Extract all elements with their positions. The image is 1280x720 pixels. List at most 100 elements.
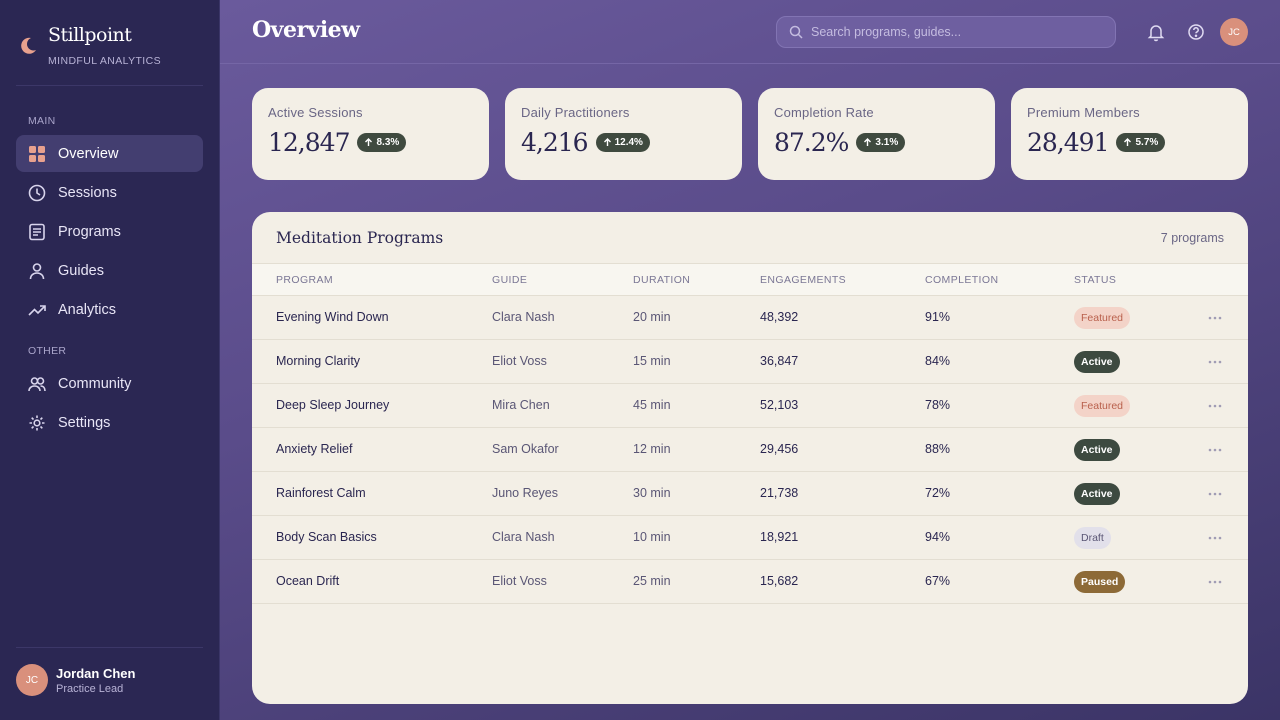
- table-row[interactable]: Anxiety Relief Sam Okafor 12 min 29,456 88% A…: [252, 428, 1248, 472]
- table-header: PROGRAM GUIDE DURATION ENGAGEMENTS COMPL…: [252, 263, 1248, 296]
- more-options-button[interactable]: [1204, 396, 1226, 416]
- sidebar-item-community[interactable]: Community: [16, 365, 203, 402]
- page-title: Overview: [252, 17, 360, 43]
- sidebar-item-programs[interactable]: Programs: [16, 213, 203, 250]
- cell-guide: Eliot Voss: [492, 354, 547, 368]
- sidebar-divider: [16, 647, 203, 648]
- delta-badge: 3.1%: [856, 133, 906, 152]
- delta-value: 3.1%: [875, 137, 899, 148]
- sidebar-item-label: Guides: [58, 262, 104, 279]
- sidebar-item-label: Settings: [58, 414, 111, 431]
- status-badge: Featured: [1074, 307, 1131, 329]
- cell-program: Ocean Drift: [276, 574, 340, 588]
- sidebar-item-overview[interactable]: Overview: [16, 135, 203, 172]
- column-header-completion[interactable]: COMPLETION: [925, 274, 999, 286]
- sidebar-item-analytics[interactable]: Analytics: [16, 291, 203, 328]
- cell-engagements: 52,103: [760, 398, 799, 412]
- delta-value: 5.7%: [1135, 137, 1159, 148]
- cell-program: Anxiety Relief: [276, 442, 353, 456]
- moon-icon: [21, 37, 36, 54]
- sidebar-item-label: Sessions: [58, 184, 117, 201]
- user-role: Practice Lead: [56, 682, 124, 695]
- cell-duration: 12 min: [633, 442, 671, 456]
- table-row[interactable]: Evening Wind Down Clara Nash 20 min 48,392 9…: [252, 296, 1248, 340]
- more-horizontal-icon: [1208, 404, 1222, 408]
- sidebar-item-sessions[interactable]: Sessions: [16, 174, 203, 211]
- delta-badge: 5.7%: [1116, 133, 1166, 152]
- more-options-button[interactable]: [1204, 440, 1226, 460]
- user-profile[interactable]: JC Jordan Chen Practice Lead: [16, 664, 135, 696]
- cell-duration: 10 min: [633, 530, 671, 544]
- brand[interactable]: Stillpoint MINDFUL ANALYTICS: [18, 24, 161, 67]
- sidebar-item-label: Community: [58, 375, 132, 392]
- column-header-guide[interactable]: GUIDE: [492, 274, 528, 286]
- status-badge: Featured: [1074, 395, 1131, 417]
- sidebar-item-settings[interactable]: Settings: [16, 404, 203, 441]
- status-badge: Paused: [1074, 571, 1126, 593]
- cell-program: Morning Clarity: [276, 354, 361, 368]
- column-header-status[interactable]: STATUS: [1074, 274, 1117, 286]
- cell-completion: 72%: [925, 486, 951, 500]
- table-row[interactable]: Rainforest Calm Juno Reyes 30 min 21,738 72%…: [252, 472, 1248, 516]
- search-input[interactable]: [811, 25, 1101, 39]
- help-icon[interactable]: [1186, 22, 1206, 42]
- more-options-button[interactable]: [1204, 572, 1226, 592]
- cell-duration: 25 min: [633, 574, 671, 588]
- stat-label: Completion Rate: [774, 105, 874, 120]
- stat-label: Daily Practitioners: [521, 105, 630, 120]
- status-badge: Active: [1074, 351, 1120, 373]
- user-name: Jordan Chen: [56, 665, 136, 681]
- more-options-button[interactable]: [1204, 484, 1226, 504]
- column-header-program[interactable]: PROGRAM: [276, 274, 334, 286]
- cell-program: Body Scan Basics: [276, 530, 377, 544]
- cell-program: Deep Sleep Journey: [276, 398, 390, 412]
- more-options-button[interactable]: [1204, 308, 1226, 328]
- sidebar: Stillpoint MINDFUL ANALYTICS MAIN Overvi…: [0, 0, 220, 720]
- user-icon: [29, 262, 45, 279]
- avatar[interactable]: JC: [1220, 18, 1248, 46]
- more-options-button[interactable]: [1204, 352, 1226, 372]
- stat-card-premium-members: Premium Members 28,491 5.7%: [1011, 88, 1248, 180]
- cell-completion: 67%: [925, 574, 951, 588]
- column-header-engagements[interactable]: ENGAGEMENTS: [760, 274, 847, 286]
- arrow-up-icon: [1124, 138, 1132, 146]
- bell-icon[interactable]: [1146, 22, 1166, 42]
- column-header-duration[interactable]: DURATION: [633, 274, 691, 286]
- table-row[interactable]: Body Scan Basics Clara Nash 10 min 18,921 94…: [252, 516, 1248, 560]
- cell-guide: Mira Chen: [492, 398, 550, 412]
- sidebar-item-label: Programs: [58, 223, 121, 240]
- stat-card-daily-practitioners: Daily Practitioners 4,216 12.4%: [505, 88, 742, 180]
- panel-title: Meditation Programs: [276, 229, 444, 247]
- cell-duration: 30 min: [633, 486, 671, 500]
- cell-engagements: 36,847: [760, 354, 799, 368]
- gear-icon: [29, 415, 45, 430]
- table-row[interactable]: Morning Clarity Eliot Voss 15 min 36,847 84%…: [252, 340, 1248, 384]
- delta-badge: 12.4%: [595, 133, 650, 152]
- arrow-up-icon: [603, 138, 611, 146]
- sidebar-item-label: Analytics: [58, 301, 117, 318]
- sidebar-item-label: Overview: [58, 145, 119, 162]
- more-options-button[interactable]: [1204, 528, 1226, 548]
- search-icon: [789, 25, 803, 39]
- stat-label: Active Sessions: [268, 105, 363, 120]
- cell-duration: 20 min: [633, 310, 671, 324]
- sidebar-divider: [16, 85, 203, 86]
- more-horizontal-icon: [1208, 536, 1222, 540]
- brand-subtitle: MINDFUL ANALYTICS: [48, 55, 161, 67]
- arrow-up-icon: [365, 138, 373, 146]
- search-bar[interactable]: [776, 16, 1116, 48]
- cell-guide: Sam Okafor: [492, 442, 559, 456]
- table-row[interactable]: Deep Sleep Journey Mira Chen 45 min 52,103 7…: [252, 384, 1248, 428]
- stat-value: 87.2%: [774, 128, 849, 157]
- cell-engagements: 48,392: [760, 310, 799, 324]
- trending-up-icon: [28, 304, 46, 316]
- stat-card-active-sessions: Active Sessions 12,847 8.3%: [252, 88, 489, 180]
- cell-engagements: 18,921: [760, 530, 799, 544]
- stat-value: 4,216: [521, 128, 589, 157]
- cell-completion: 88%: [925, 442, 951, 456]
- cell-guide: Eliot Voss: [492, 574, 547, 588]
- sidebar-item-guides[interactable]: Guides: [16, 252, 203, 289]
- delta-badge: 8.3%: [357, 133, 407, 152]
- stat-value: 28,491: [1027, 128, 1109, 157]
- table-row[interactable]: Ocean Drift Eliot Voss 25 min 15,682 67% Paus…: [252, 560, 1248, 604]
